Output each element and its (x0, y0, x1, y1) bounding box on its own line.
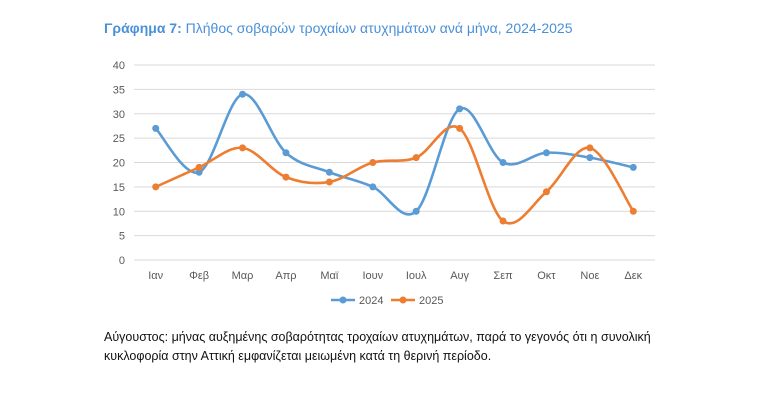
series-line-2025 (155, 125, 635, 225)
chart-number: Γράφημα 7: (104, 20, 182, 36)
x-tick-label: Νοε (580, 270, 599, 282)
x-tick-label: Ιαν (148, 270, 163, 282)
y-tick-label: 35 (113, 84, 125, 96)
chart-title: Γράφημα 7: Πλήθος σοβαρών τροχαίων ατυχη… (104, 20, 573, 36)
data-point-2025 (282, 173, 290, 181)
y-tick-label: 10 (113, 206, 125, 218)
x-tick-label: Αυγ (450, 270, 469, 282)
legend-marker-2024 (339, 296, 347, 304)
data-point-2024 (195, 168, 203, 176)
y-tick-label: 15 (113, 182, 125, 194)
data-point-2025 (325, 178, 333, 186)
chart-title-text: Πλήθος σοβαρών τροχαίων ατυχημάτων ανά μ… (185, 20, 573, 36)
data-point-2024 (499, 159, 507, 166)
x-tick-label: Ιουν (362, 270, 383, 282)
x-tick-label: Ιουλ (406, 270, 427, 282)
data-point-2024 (542, 149, 550, 157)
data-point-2025 (542, 188, 550, 196)
y-tick-label: 30 (113, 109, 125, 121)
data-point-2024 (152, 124, 160, 132)
data-point-2025 (499, 217, 507, 225)
x-tick-label: Μαϊ (320, 270, 339, 282)
series-line-2024 (154, 92, 634, 216)
data-point-2025 (629, 207, 637, 215)
data-point-2025 (195, 163, 203, 171)
x-tick-label: Μαρ (232, 270, 254, 282)
y-tick-label: 20 (113, 158, 125, 170)
data-point-2025 (586, 144, 594, 152)
y-tick-label: 0 (119, 255, 125, 267)
data-point-2025 (412, 154, 420, 162)
y-tick-label: 25 (113, 133, 125, 145)
data-point-2024 (586, 154, 594, 162)
legend-label: 2024 (359, 295, 383, 307)
data-point-2024 (629, 163, 637, 171)
data-point-2025 (369, 159, 377, 166)
x-tick-label: Φεβ (189, 270, 209, 282)
data-point-2024 (325, 168, 333, 176)
x-tick-label: Δεκ (624, 270, 642, 282)
x-tick-label: Σεπ (493, 270, 513, 282)
legend-label: 2025 (419, 295, 443, 307)
data-point-2024 (239, 90, 247, 98)
data-point-2024 (456, 105, 464, 113)
x-tick-label: Απρ (275, 270, 296, 282)
data-point-2024 (412, 207, 420, 215)
data-point-2025 (239, 144, 247, 152)
data-point-2025 (152, 183, 160, 191)
data-point-2025 (456, 124, 464, 132)
legend-marker-2025 (399, 296, 407, 304)
data-point-2024 (282, 149, 290, 157)
chart-note: Αύγουστος: μήνας αυξημένης σοβαρότητας τ… (104, 330, 651, 363)
x-tick-label: Οκτ (537, 270, 556, 282)
y-tick-label: 40 (113, 60, 125, 72)
y-tick-label: 5 (119, 231, 125, 243)
data-point-2024 (369, 183, 377, 191)
